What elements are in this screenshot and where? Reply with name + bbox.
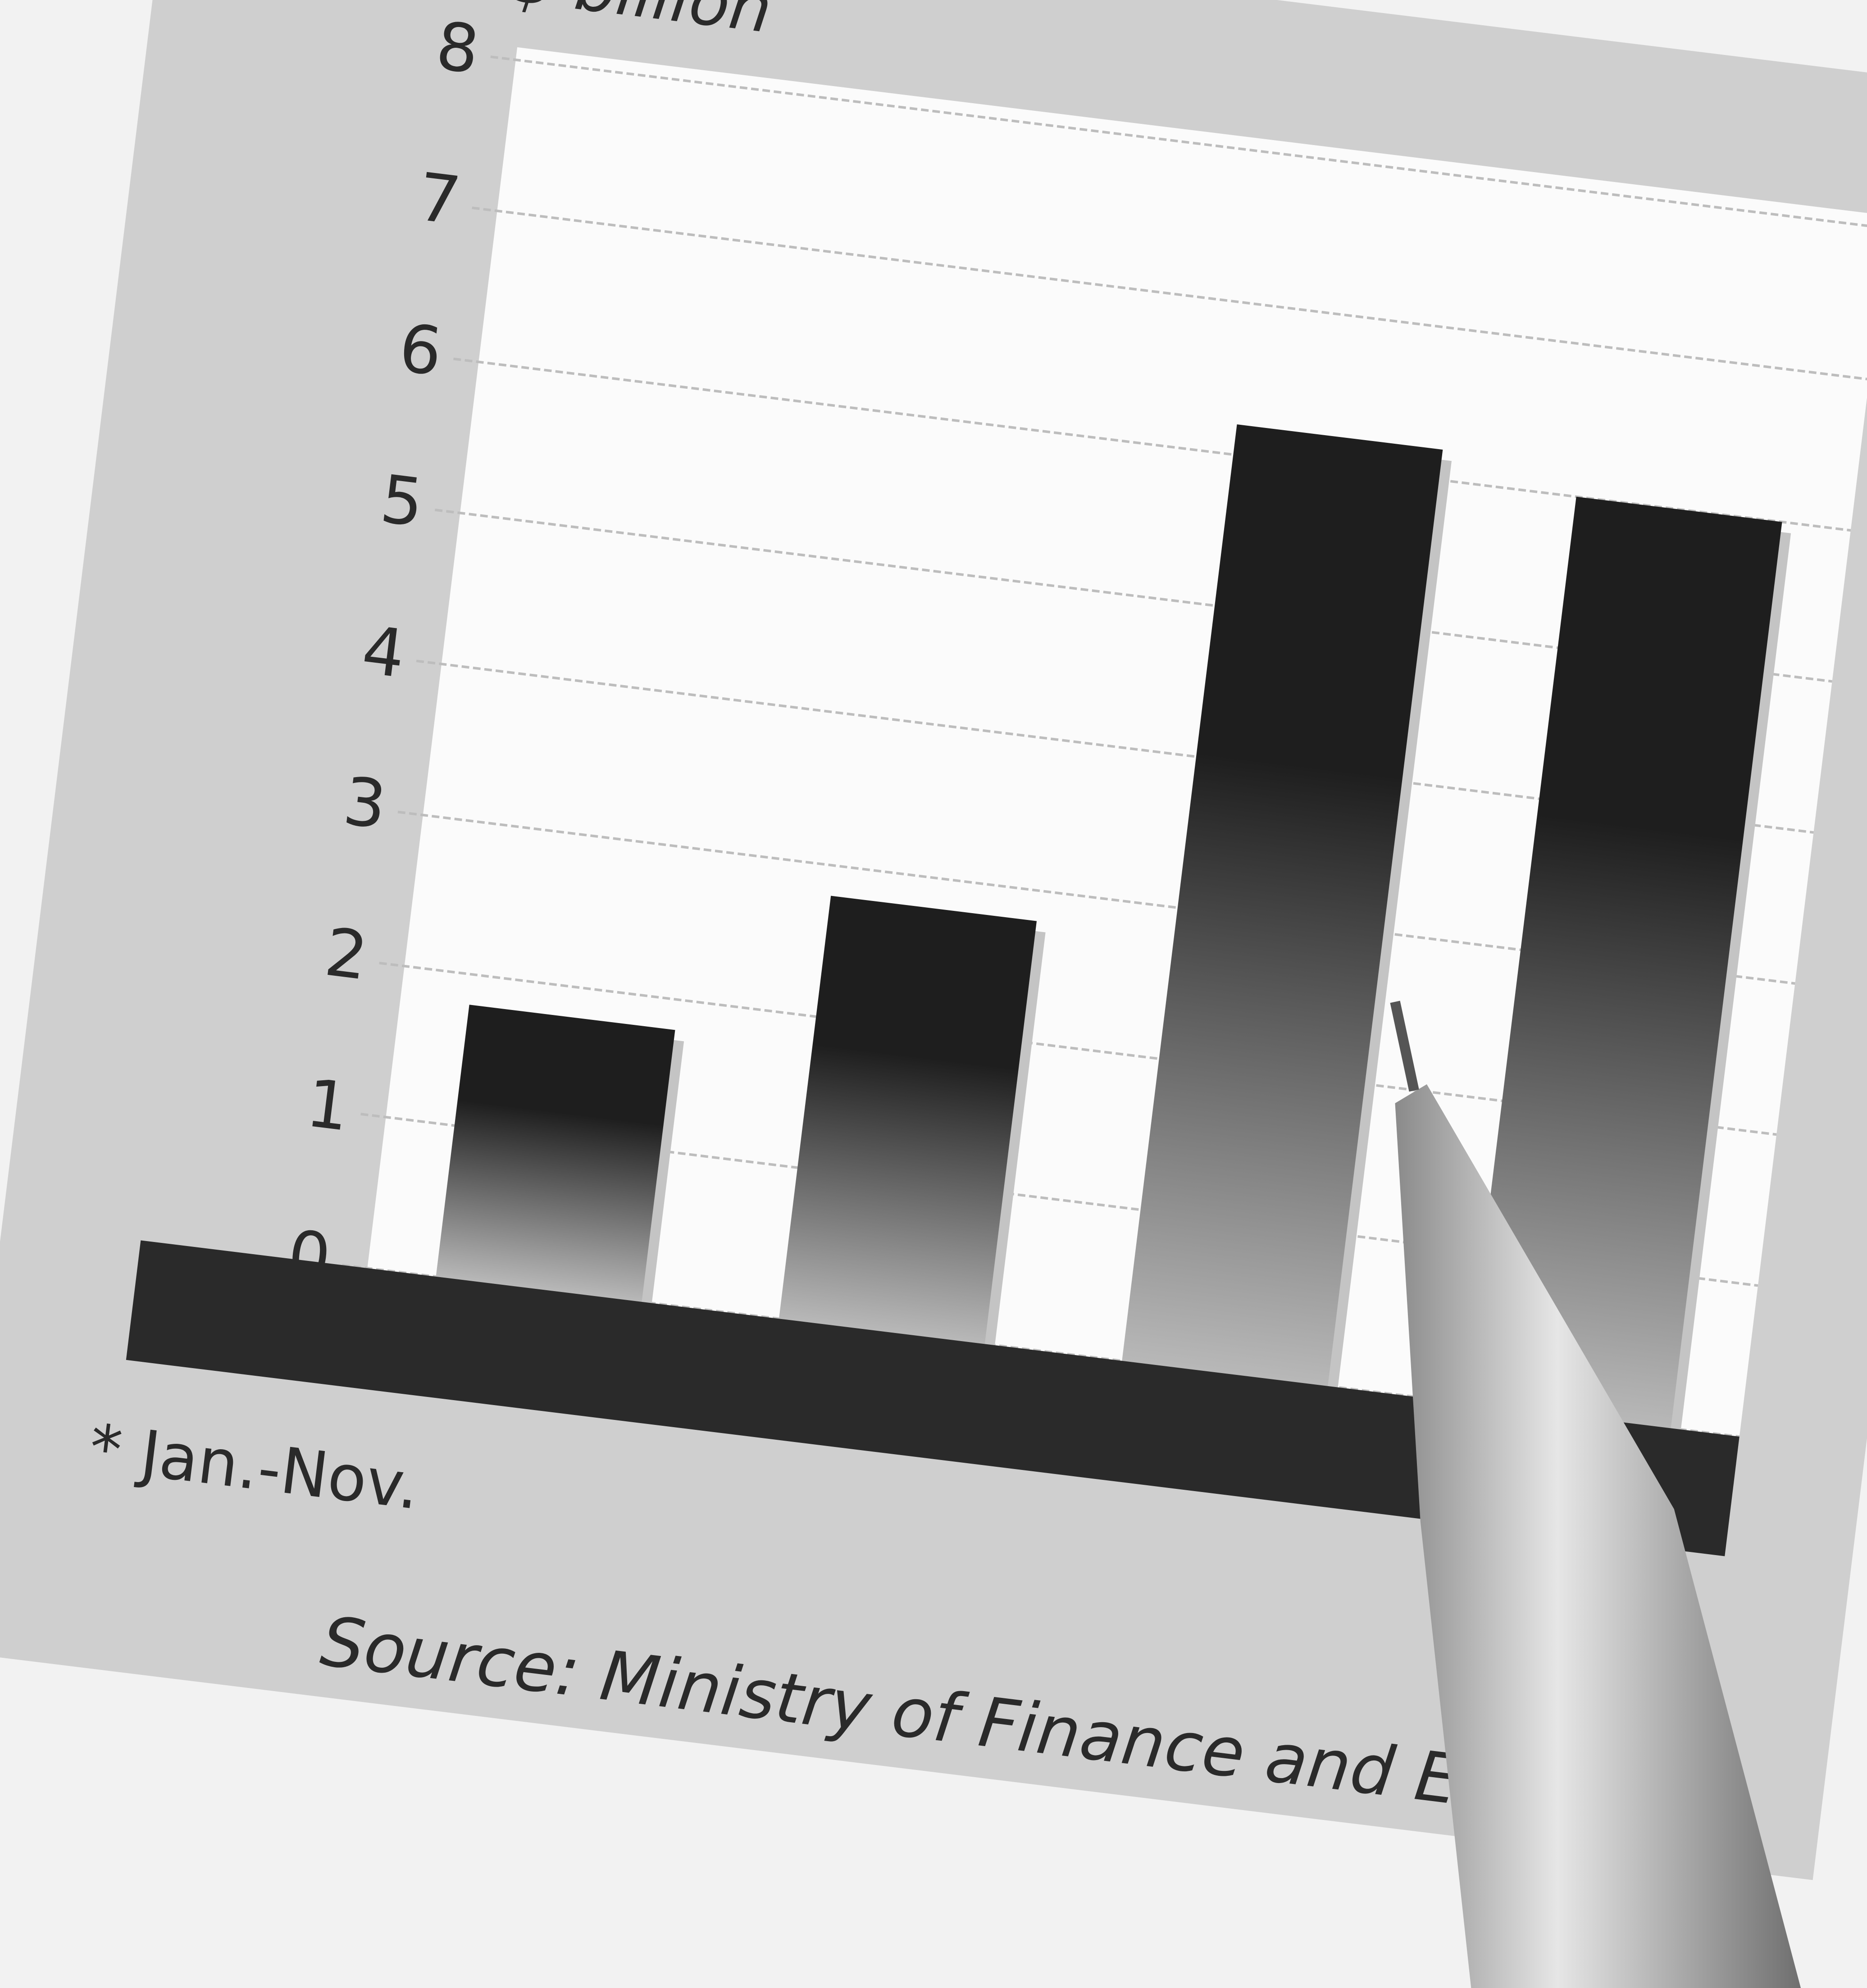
grid-line: [472, 206, 1867, 381]
pen: [1390, 1001, 1801, 1988]
grid-line: [434, 509, 1832, 683]
bar: [779, 896, 1037, 1344]
bar: [1465, 496, 1782, 1428]
grid-line: [397, 810, 1795, 985]
grid-line: [490, 55, 1867, 230]
baseline-band: [126, 1240, 1739, 1556]
y-tick-label: 7: [414, 158, 464, 240]
grid-line: [379, 961, 1777, 1136]
y-tick-label: 2: [321, 914, 372, 995]
bar: [436, 1005, 675, 1302]
y-tick-label: 1: [302, 1065, 353, 1146]
pen-body: [1395, 1084, 1801, 1988]
pen-tip: [1390, 1001, 1419, 1092]
y-tick-label: 3: [339, 762, 390, 844]
grid-line: [416, 660, 1814, 834]
y-tick-label: 8: [432, 7, 483, 89]
grid-line: [453, 357, 1851, 532]
y-tick-label: 6: [395, 309, 446, 391]
bar: [1122, 424, 1443, 1386]
y-tick-label: 5: [377, 460, 428, 542]
y-tick-label: 4: [358, 611, 409, 693]
